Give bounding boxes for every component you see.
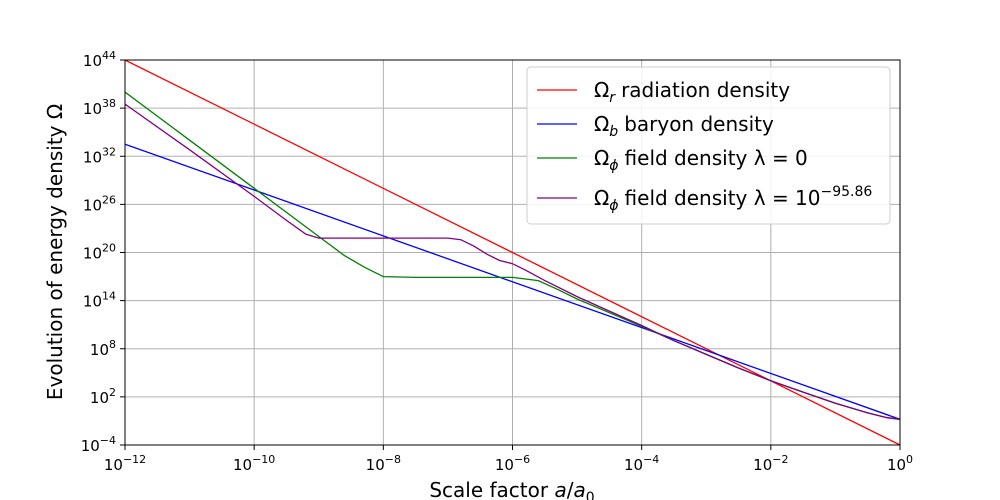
x-tick-label: 10−8	[366, 453, 401, 474]
x-tick-label: 100	[887, 453, 913, 474]
x-tick-label: 10−4	[624, 453, 659, 474]
legend-entry-label: Ωr radiation density	[594, 78, 790, 106]
x-tick-label: 10−10	[233, 453, 275, 474]
y-tick-label: 1032	[83, 145, 116, 166]
y-tick-label: 1020	[83, 242, 116, 263]
x-tick-label: 10−6	[495, 453, 530, 474]
x-tick-label: 10−2	[753, 453, 788, 474]
series-layer	[124, 59, 901, 446]
x-axis-title: Scale factor a/a0	[429, 478, 594, 500]
y-tick-label: 1038	[83, 97, 116, 118]
legend-entry-label: Ωϕ field density λ = 10−95.86	[594, 184, 872, 214]
y-tick-label: 1014	[83, 290, 116, 311]
legend-box	[526, 66, 891, 225]
legend: Ωr radiation density Ωb baryon density Ωϕ fie…	[526, 66, 891, 225]
legend-entry-label: Ωϕ field density λ = 0	[594, 146, 808, 174]
ticks	[120, 59, 901, 450]
x-tick-label: 10−12	[104, 453, 146, 474]
y-tick-label: 108	[90, 338, 116, 359]
y-tick-label: 10−4	[81, 434, 116, 455]
y-tick-label: 1044	[83, 49, 116, 70]
x-tick-labels: 10−12 10−10 10−8 10−6 10−4 10−2 100	[104, 453, 913, 474]
legend-entry-label: Ωb baryon density	[594, 112, 774, 140]
field-density-lambda-nonzero-line	[124, 103, 901, 420]
y-axis-title: Evolution of energy density Ω	[43, 104, 67, 400]
baryon-density-line	[124, 143, 901, 420]
y-tick-label: 1026	[83, 193, 116, 214]
y-tick-label: 102	[90, 386, 116, 407]
y-tick-labels: 10−4 102 108 1014 1020 1026 1032 1038 1044	[81, 49, 116, 455]
